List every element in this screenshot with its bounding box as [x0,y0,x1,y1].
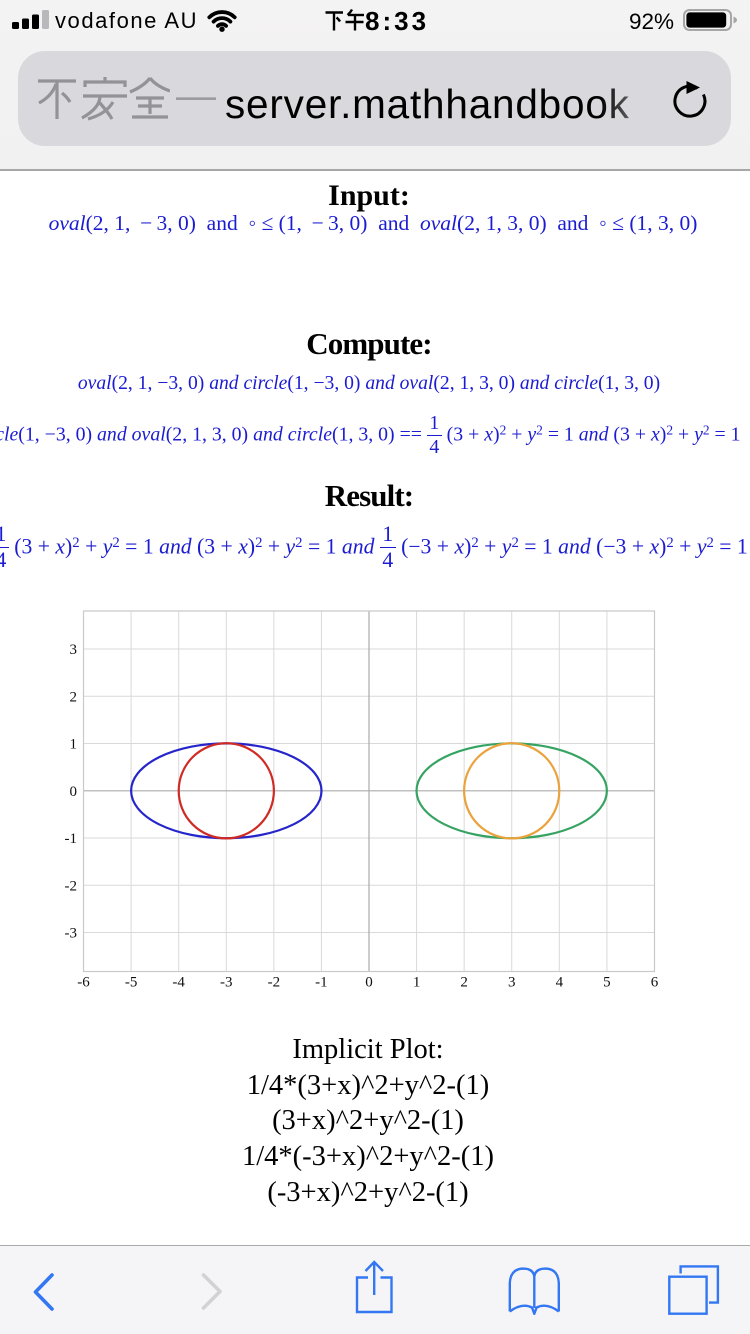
svg-text:2: 2 [70,689,78,705]
svg-text:-1: -1 [65,831,78,847]
svg-text:3: 3 [70,642,78,658]
svg-text:4: 4 [556,975,564,991]
svg-text:2: 2 [460,975,468,991]
svg-text:-2: -2 [65,878,78,894]
svg-text:3: 3 [508,975,516,991]
svg-text:0: 0 [365,975,373,991]
svg-text:1: 1 [413,975,421,991]
svg-text:-3: -3 [220,975,233,991]
svg-text:-2: -2 [268,975,281,991]
svg-text:0: 0 [70,784,78,800]
svg-text:-6: -6 [77,975,90,991]
svg-text:-5: -5 [125,975,138,991]
svg-text:-4: -4 [172,975,185,991]
svg-text:6: 6 [651,975,659,991]
svg-text:1: 1 [70,737,78,753]
svg-text:-1: -1 [315,975,328,991]
svg-text:-3: -3 [65,926,78,942]
svg-text:5: 5 [603,975,611,991]
